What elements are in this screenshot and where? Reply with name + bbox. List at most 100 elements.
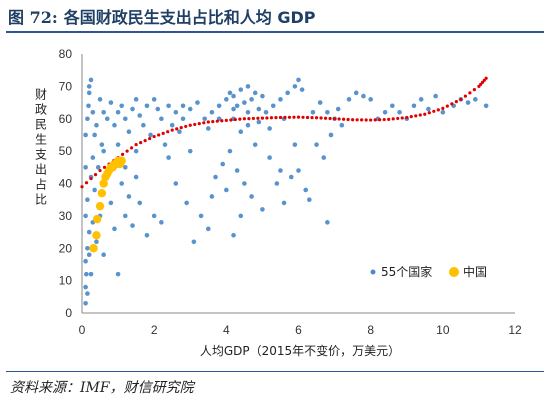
trend-dot bbox=[152, 134, 156, 139]
country-point bbox=[317, 100, 323, 105]
country-point bbox=[123, 116, 128, 122]
x-axis-label: 人均GDP（2015年不变价，万美元） bbox=[200, 343, 400, 358]
country-point bbox=[144, 233, 150, 238]
country-point bbox=[195, 100, 200, 105]
country-point bbox=[245, 109, 251, 115]
country-point bbox=[288, 174, 294, 180]
x-tick-label: 4 bbox=[223, 323, 230, 337]
trend-dot bbox=[247, 116, 251, 121]
legend-marker-china bbox=[449, 267, 459, 277]
country-point bbox=[148, 132, 153, 138]
country-point bbox=[173, 109, 179, 115]
trend-dot bbox=[89, 177, 93, 181]
country-point bbox=[151, 97, 157, 102]
country-point bbox=[335, 106, 341, 112]
country-point bbox=[314, 142, 319, 147]
country-point bbox=[260, 93, 265, 99]
country-point bbox=[115, 142, 121, 147]
country-point bbox=[426, 106, 431, 112]
country-point bbox=[234, 168, 240, 173]
country-point bbox=[83, 213, 88, 219]
trend-dot bbox=[157, 133, 161, 137]
country-point bbox=[267, 155, 272, 160]
country-point bbox=[130, 223, 135, 228]
country-point bbox=[299, 87, 305, 92]
country-point bbox=[292, 84, 298, 89]
country-point bbox=[368, 97, 373, 102]
trend-dot bbox=[319, 116, 323, 120]
trend-dot bbox=[355, 118, 359, 122]
country-point bbox=[216, 103, 222, 109]
trend-dot bbox=[414, 114, 418, 118]
country-point bbox=[260, 207, 265, 212]
trend-dot bbox=[93, 172, 98, 177]
y-tick-label: 30 bbox=[59, 209, 73, 223]
chart-marks bbox=[80, 76, 489, 306]
country-point bbox=[285, 90, 290, 96]
country-point bbox=[234, 103, 240, 109]
country-point bbox=[83, 132, 88, 138]
country-point bbox=[382, 109, 388, 115]
trend-dot bbox=[238, 117, 242, 121]
x-tick-label: 0 bbox=[79, 323, 86, 337]
trend-dot bbox=[120, 152, 125, 156]
country-point bbox=[85, 291, 90, 296]
source-note: 资料来源：IMF，财信研究院 bbox=[10, 380, 194, 396]
country-point bbox=[101, 109, 106, 115]
country-point bbox=[242, 100, 247, 105]
country-point bbox=[249, 194, 254, 199]
trend-dot bbox=[265, 116, 269, 120]
country-point bbox=[108, 100, 114, 105]
trend-dot bbox=[215, 119, 219, 123]
y-tick-label: 80 bbox=[59, 47, 73, 61]
country-point bbox=[187, 148, 193, 154]
country-point bbox=[86, 252, 92, 258]
trend-dot bbox=[80, 185, 84, 189]
country-point bbox=[397, 109, 402, 115]
country-point bbox=[112, 226, 117, 232]
country-point bbox=[119, 103, 124, 109]
china-point bbox=[95, 201, 105, 211]
trend-dot bbox=[351, 118, 355, 122]
trend-dot bbox=[432, 109, 436, 113]
trend-dot bbox=[396, 116, 400, 121]
country-point bbox=[95, 165, 101, 170]
trend-dot bbox=[301, 115, 305, 119]
figure-number: 图 72: bbox=[8, 8, 58, 27]
y-tick-label: 10 bbox=[59, 274, 73, 288]
country-point bbox=[97, 97, 103, 102]
trend-dot bbox=[166, 130, 170, 134]
country-point bbox=[325, 109, 330, 115]
country-point bbox=[133, 174, 139, 180]
country-point bbox=[115, 271, 121, 277]
trend-dot bbox=[283, 115, 287, 119]
trend-dot bbox=[328, 116, 332, 121]
country-point bbox=[263, 109, 269, 115]
figure-title-row: 图 72: 各国财政民生支出占比和人均 GDP bbox=[8, 4, 315, 28]
trend-dot bbox=[148, 136, 152, 141]
trend-dot bbox=[369, 118, 373, 122]
trend-dot bbox=[484, 76, 488, 80]
trend-dot bbox=[332, 117, 337, 121]
country-point bbox=[123, 213, 128, 219]
trend-dot bbox=[423, 112, 427, 116]
trend-dot bbox=[206, 120, 210, 124]
trend-dot bbox=[391, 117, 395, 121]
country-point bbox=[85, 116, 90, 122]
country-point bbox=[296, 77, 301, 83]
country-point bbox=[270, 103, 276, 109]
country-point bbox=[88, 271, 94, 277]
legend-marker-countries bbox=[370, 269, 376, 275]
trend-dot bbox=[468, 91, 472, 95]
trend-dot bbox=[197, 122, 201, 126]
country-point bbox=[224, 97, 229, 102]
y-tick-label: 50 bbox=[59, 144, 73, 158]
country-point bbox=[166, 155, 171, 160]
trend-dot bbox=[170, 128, 174, 132]
country-point bbox=[361, 93, 366, 99]
trend-dot bbox=[310, 116, 314, 120]
china-point bbox=[92, 214, 102, 224]
trend-dot bbox=[400, 116, 404, 120]
country-point bbox=[101, 252, 106, 258]
country-point bbox=[198, 213, 204, 219]
